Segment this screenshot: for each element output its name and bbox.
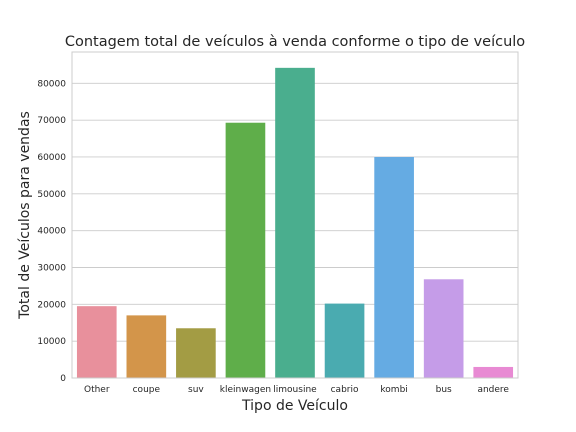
y-tick-label: 70000 [37, 116, 66, 126]
y-tick-label: 40000 [37, 227, 66, 237]
bar-other [76, 306, 117, 378]
x-tick-label: suv [188, 385, 204, 395]
plot-frame [71, 51, 519, 379]
bar-bus [423, 279, 464, 378]
x-axis-ticks: Other coupe suv kleinwagen limousine cabrio ko… [84, 385, 509, 395]
bar-limousine [275, 67, 315, 379]
x-tick-label: kleinwagen [220, 385, 271, 395]
bar-suv [176, 328, 216, 378]
x-tick-label: cabrio [331, 385, 359, 395]
x-tick-label: Other [84, 385, 110, 395]
chart-title: Contagem total de veículos à venda confo… [65, 34, 525, 50]
y-tick-label: 20000 [37, 300, 66, 310]
y-axis-ticks: 0 10000 20000 30000 40000 50000 60000 70000 8000… [37, 79, 66, 384]
bar-andere [473, 366, 514, 378]
y-tick-label: 50000 [37, 190, 66, 200]
bar-cabrio [324, 303, 365, 378]
y-tick-label: 60000 [37, 153, 66, 163]
y-tick-label: 30000 [37, 263, 66, 273]
x-tick-label: andere [477, 385, 509, 395]
bar-kleinwagen [225, 122, 266, 378]
y-tick-label: 80000 [37, 79, 66, 89]
bar-kombi [374, 156, 414, 378]
x-tick-label: limousine [273, 385, 317, 395]
y-axis-label: Total de Veículos para vendas [17, 111, 33, 320]
bar-coupe [126, 315, 167, 378]
bars [76, 67, 514, 379]
x-tick-label: bus [436, 385, 452, 395]
x-tick-label: coupe [133, 385, 161, 395]
x-tick-label: kombi [380, 385, 407, 395]
y-tick-label: 10000 [37, 337, 66, 347]
x-axis-label: Tipo de Veículo [241, 398, 348, 414]
y-tick-label: 0 [60, 374, 66, 384]
